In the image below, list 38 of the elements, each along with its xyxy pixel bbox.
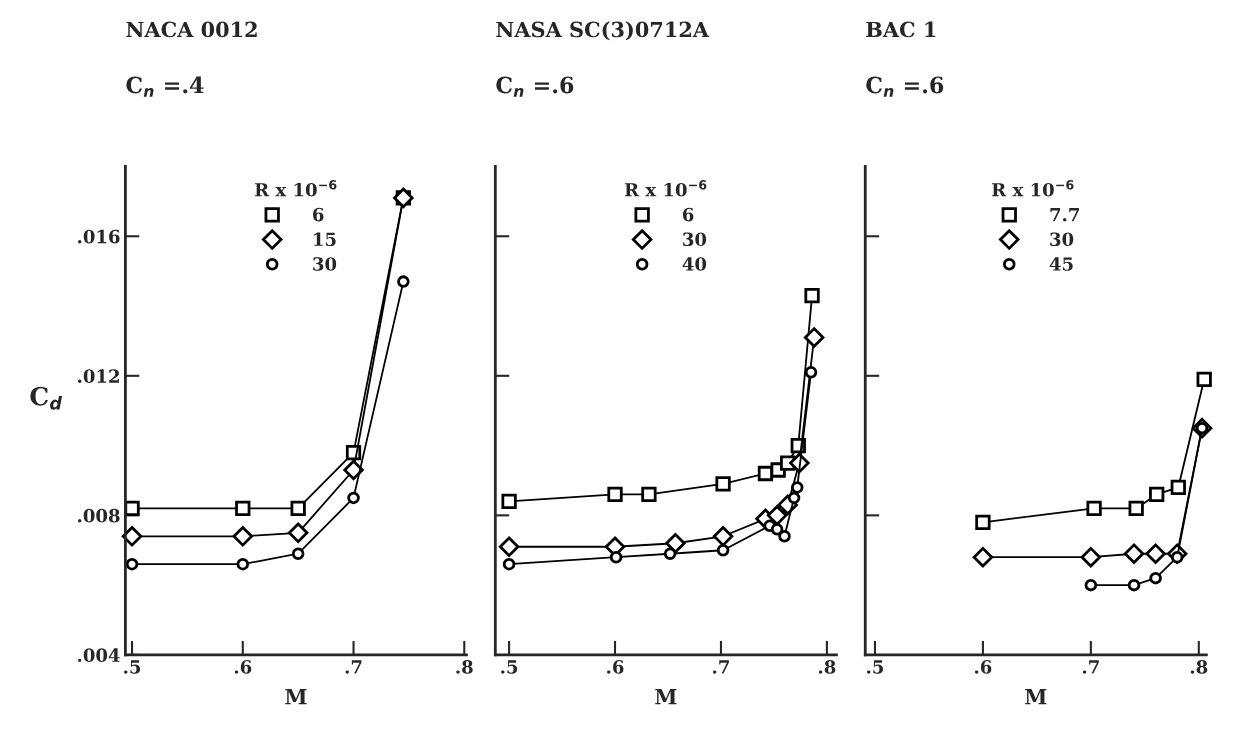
y-axis-title: C$_{d}$	[30, 386, 63, 410]
x-tick-label: .5	[124, 660, 141, 674]
x-axis-title: M	[1025, 688, 1047, 705]
x-tick-label: .7	[1082, 660, 1099, 674]
x-tick-label: .5	[867, 660, 884, 674]
legend-label: 30	[1050, 232, 1074, 247]
x-axis-title: M	[285, 688, 307, 705]
legend-label: 40	[682, 257, 707, 271]
chart-subtitle: C$_{n}$ =.6	[866, 76, 944, 97]
chart-title: BAC 1	[866, 21, 936, 38]
legend-title: R x 10$^{−6}$	[254, 180, 337, 197]
legend-label: 15	[314, 232, 336, 247]
x-tick-label: .6	[607, 660, 624, 674]
y-tick-label: .016	[78, 229, 120, 244]
legend-label: 45	[1049, 257, 1073, 271]
legend-label: 6	[313, 207, 324, 222]
x-tick-label: .7	[345, 660, 362, 674]
y-tick-label: .012	[78, 369, 119, 383]
x-tick-label: .6	[974, 660, 992, 674]
legend-label: 7.7	[1050, 208, 1079, 222]
x-tick-label: .8	[818, 660, 836, 674]
chart-title: NACA 0012	[126, 21, 257, 38]
legend-label: 30	[313, 257, 337, 271]
legend-title: R x 10$^{−6}$	[992, 180, 1074, 197]
x-tick-label: .6	[234, 660, 252, 674]
x-tick-label: .8	[1190, 660, 1208, 674]
legend-title: R x 10$^{−6}$	[624, 180, 707, 197]
x-axis-title: M	[655, 688, 677, 705]
x-tick-label: .8	[456, 660, 473, 674]
y-tick-label: .008	[78, 508, 120, 523]
legend-label: 30	[683, 232, 707, 247]
chart-subtitle: C$_{n}$ =.4	[126, 76, 204, 97]
y-tick-label: .004	[78, 648, 120, 663]
x-tick-label: .7	[713, 660, 729, 674]
chart-title: NASA SC(3)0712A	[496, 21, 710, 41]
chart-subtitle: C$_{n}$ =.6	[496, 76, 574, 97]
x-tick-label: .5	[501, 660, 518, 674]
legend-label: 6	[682, 207, 694, 222]
